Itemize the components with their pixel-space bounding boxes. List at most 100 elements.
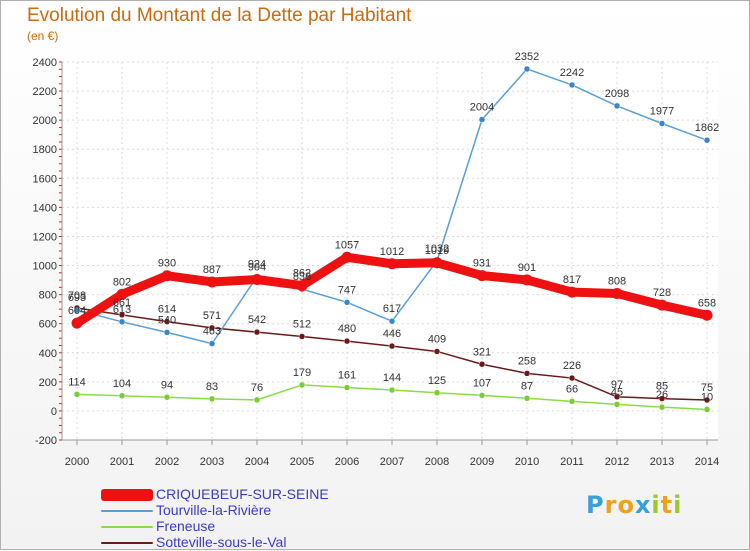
x-tick-label: 2009: [470, 456, 494, 468]
data-point: [73, 391, 81, 398]
data-label: 1012: [380, 246, 404, 258]
data-point: [73, 306, 81, 314]
data-label: 614: [158, 304, 176, 316]
data-point: [523, 395, 531, 402]
x-tick-label: 2002: [155, 456, 179, 468]
data-point: [118, 318, 126, 326]
data-point: [433, 348, 441, 355]
data-label: 76: [251, 382, 263, 394]
data-label: 613: [113, 304, 131, 316]
y-tick-label: 800: [39, 290, 57, 302]
data-label: 661: [113, 297, 131, 309]
data-label: 125: [428, 375, 446, 387]
data-label: 1032: [425, 243, 449, 255]
legend-swatch: [101, 489, 153, 501]
data-point: [161, 270, 173, 282]
data-label: 45: [611, 386, 623, 398]
logo-letter: x: [634, 491, 652, 519]
data-label: 924: [248, 259, 266, 271]
data-point: [478, 392, 486, 399]
data-point: [208, 324, 216, 332]
data-point: [343, 337, 351, 345]
data-label: 747: [338, 284, 356, 296]
series-2: [73, 381, 711, 413]
y-tick-label: 200: [39, 377, 57, 389]
y-tick-label: 1600: [33, 173, 57, 185]
data-label: 10: [701, 391, 713, 403]
data-point: [478, 361, 486, 368]
data-label: 107: [473, 377, 491, 389]
data-point: [296, 280, 308, 292]
data-label: 658: [698, 297, 716, 309]
x-tick-label: 2004: [245, 456, 269, 468]
logo-letter: i: [651, 491, 661, 519]
x-tick-label: 2013: [650, 456, 674, 468]
data-point: [568, 81, 576, 89]
data-label: 1057: [335, 239, 359, 251]
data-point: [523, 370, 531, 377]
data-label: 66: [566, 383, 578, 395]
data-label: 2098: [605, 88, 629, 100]
data-point: [118, 311, 126, 319]
data-point: [431, 257, 443, 269]
data-label: 838: [293, 271, 311, 283]
data-point: [298, 333, 306, 340]
data-label: 97: [611, 379, 623, 391]
data-label: 144: [383, 372, 401, 384]
data-label: 604: [68, 305, 86, 317]
data-point: [613, 401, 621, 408]
x-tick-label: 2011: [560, 456, 584, 468]
data-point: [208, 395, 216, 403]
x-tick-label: 2014: [695, 456, 719, 468]
data-label: 901: [518, 262, 536, 274]
data-label: 931: [473, 258, 491, 270]
legend-label: Sotteville-sous-le-Val: [156, 534, 287, 550]
y-tick-label: 600: [39, 319, 57, 331]
data-label: 463: [203, 326, 221, 338]
data-point: [116, 288, 128, 300]
y-tick-label: 2200: [33, 86, 57, 98]
data-label: 617: [383, 303, 401, 315]
data-label: 75: [701, 382, 713, 394]
data-point: [613, 393, 621, 401]
data-label: 904: [248, 261, 266, 273]
data-point: [208, 340, 216, 347]
x-tick-label: 2001: [110, 456, 134, 468]
data-point: [388, 342, 396, 350]
data-label: 887: [203, 264, 221, 276]
data-label: 2242: [560, 67, 584, 79]
data-label: 930: [158, 258, 176, 270]
data-point: [701, 309, 713, 321]
proxiti-logo: Proxiti: [586, 491, 682, 519]
x-tick-label: 2012: [605, 456, 629, 468]
data-label: 1862: [695, 122, 719, 134]
data-point: [163, 394, 171, 401]
legend-label: CRIQUEBEUF-SUR-SEINE: [156, 486, 329, 502]
data-label: 728: [653, 287, 671, 299]
y-tick-label: -200: [35, 435, 57, 447]
logo-letter: P: [586, 491, 605, 519]
data-label: 94: [161, 379, 173, 391]
data-point: [386, 258, 398, 270]
data-label: 83: [206, 381, 218, 393]
legend-swatch: [101, 542, 153, 544]
data-label: 114: [68, 376, 86, 388]
data-point: [523, 65, 531, 73]
legend-swatch: [101, 526, 153, 528]
legend-swatch: [101, 510, 153, 512]
legend-label: Freneuse: [156, 518, 216, 534]
series-3: [73, 304, 711, 404]
data-point: [476, 270, 488, 282]
data-point: [613, 102, 621, 110]
data-label: 321: [473, 346, 491, 358]
data-label: 540: [158, 314, 176, 326]
y-tick-label: 1800: [33, 144, 57, 156]
data-label: 802: [113, 276, 131, 288]
data-label: 862: [293, 268, 311, 280]
y-tick-label: 1200: [33, 231, 57, 243]
data-point: [118, 392, 126, 400]
data-point: [71, 317, 83, 329]
data-point: [206, 276, 218, 288]
data-label: 1977: [650, 105, 674, 117]
